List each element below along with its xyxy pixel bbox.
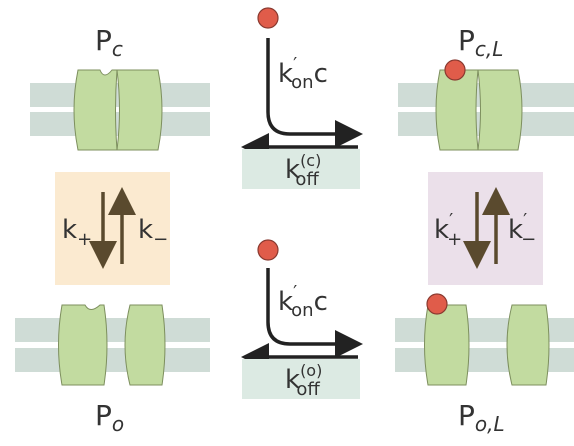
rate-tail: c [314,59,328,89]
rate-label: k′onc [278,282,328,321]
rate-sub: on [291,300,313,321]
rate-prime: ′ [449,210,453,231]
rate-sub: off [295,169,319,190]
open-channel-bound [395,294,574,385]
state-sub: c [112,37,123,61]
state-main: P [458,399,475,432]
page: {"states": [{"main": "P", "sub": "c"}, {… [0,0,574,442]
state-main: P [458,24,475,57]
state-label: Po,L [458,399,505,436]
state-sub: c,L [475,37,504,61]
state-label: Pc,L [458,24,503,61]
state-label: Po [95,399,124,436]
rate-sub: − [153,229,168,250]
rate-sub: + [77,229,92,250]
rate-tail: c [314,287,328,317]
closed-channel-bound [398,60,574,150]
ligand [258,8,278,28]
rate-sub: off [296,379,320,400]
state-label: Pc [95,24,123,61]
rate-sub: + [447,229,462,250]
rate-label: k(o)off [285,361,322,400]
state-sub: o [112,412,124,436]
diagram: Pc Pc,L Po Po,L k+ k− k′+ k′− k′onc k(c)… [0,0,574,442]
rate-sub: on [291,72,313,93]
rate-sup: (o) [300,361,322,380]
open-channel [15,305,210,385]
ligand [258,240,278,260]
rate-label: k(c)off [285,151,321,190]
closed-channel [30,70,210,150]
rate-main: k [62,215,77,245]
rate-main: k [138,215,153,245]
state-main: P [95,24,112,57]
rate-prime: ′ [523,210,527,231]
rate-label: k′onc [278,54,328,93]
rate-sub: − [521,229,536,250]
rate-sup: (c) [300,151,321,170]
state-main: P [95,399,112,432]
state-sub: o,L [475,412,505,436]
